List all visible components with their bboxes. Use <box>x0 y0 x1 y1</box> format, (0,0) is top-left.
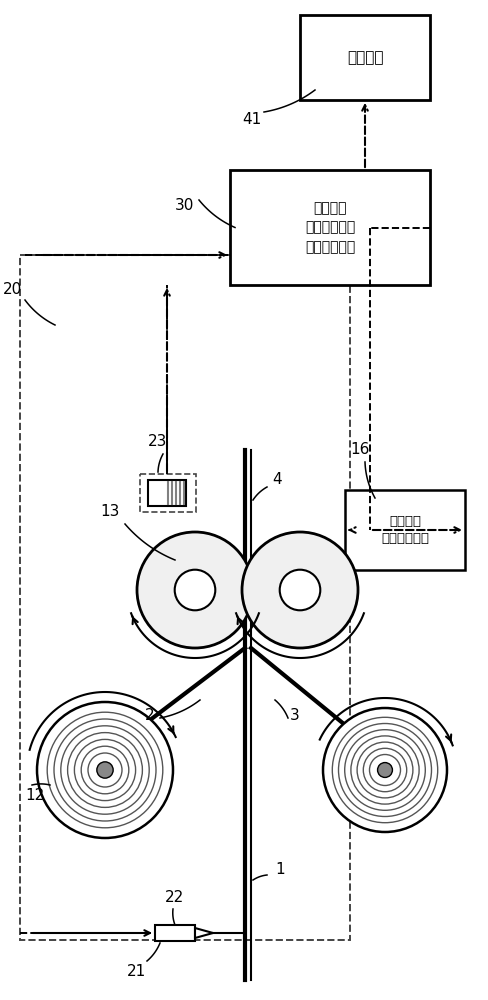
Text: 21: 21 <box>127 964 146 978</box>
Text: 3: 3 <box>289 708 299 722</box>
Text: 12: 12 <box>25 788 44 802</box>
Bar <box>299 15 429 100</box>
Text: 1: 1 <box>275 862 284 878</box>
Text: 温控单元
（加热单元）: 温控单元 （加热单元） <box>380 515 428 545</box>
Bar <box>20 255 349 940</box>
Bar <box>229 170 429 285</box>
Text: 20: 20 <box>2 282 21 298</box>
Text: 13: 13 <box>100 504 120 520</box>
Circle shape <box>174 570 215 610</box>
Bar <box>148 480 185 506</box>
Text: 2: 2 <box>145 708 155 722</box>
Circle shape <box>137 532 252 648</box>
Bar <box>345 490 464 570</box>
Text: 41: 41 <box>242 112 261 127</box>
Text: 30: 30 <box>175 198 194 213</box>
Bar <box>140 474 196 512</box>
Text: 报警装置: 报警装置 <box>346 50 383 65</box>
Polygon shape <box>195 928 213 938</box>
Text: 22: 22 <box>165 890 184 904</box>
Circle shape <box>37 702 173 838</box>
Circle shape <box>377 763 392 777</box>
Circle shape <box>242 532 357 648</box>
Text: 4: 4 <box>272 473 281 488</box>
Text: 23: 23 <box>148 434 167 450</box>
Circle shape <box>279 570 320 610</box>
Text: 主控制器
（进一步停止
或驱动设备）: 主控制器 （进一步停止 或驱动设备） <box>304 201 354 254</box>
Circle shape <box>97 762 113 778</box>
Text: 16: 16 <box>349 442 369 458</box>
Bar <box>155 925 195 941</box>
Circle shape <box>323 708 446 832</box>
